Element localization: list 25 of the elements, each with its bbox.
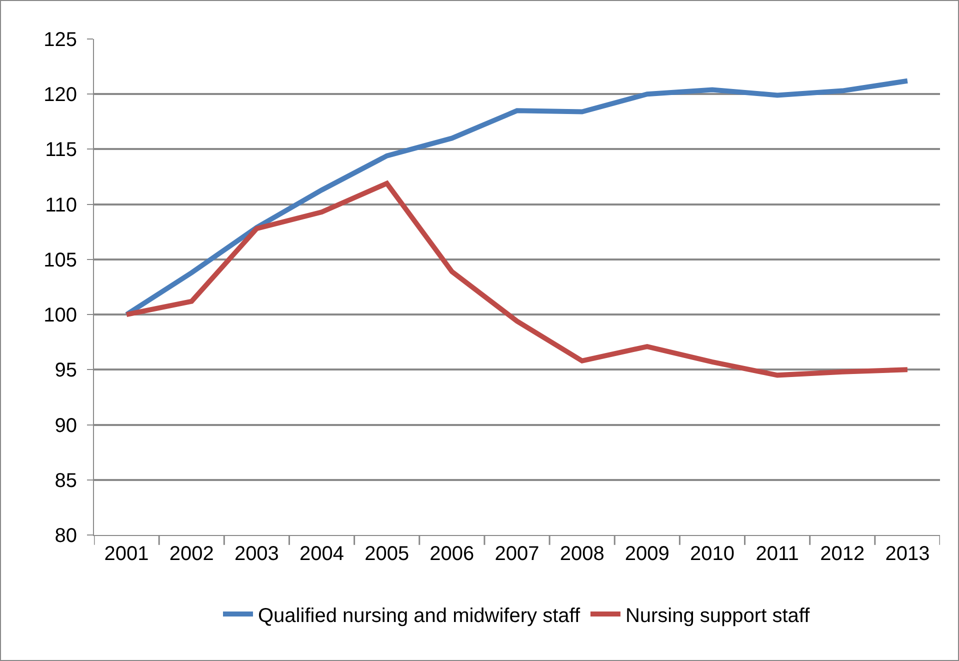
x-tick-label: 2005 xyxy=(364,543,410,565)
x-tick-label: 2002 xyxy=(169,543,214,565)
y-tick-label: 80 xyxy=(54,525,77,547)
legend-label: Nursing support staff xyxy=(625,604,810,627)
y-tick-label: 125 xyxy=(44,29,77,51)
x-tick-label: 2012 xyxy=(820,543,865,565)
x-tick-label: 2001 xyxy=(104,543,149,565)
y-tick-label: 100 xyxy=(44,304,77,327)
y-tick-label: 115 xyxy=(45,139,77,162)
x-tick-label: 2007 xyxy=(494,543,540,565)
x-tick-label: 2010 xyxy=(690,543,734,565)
y-tick-label: 105 xyxy=(44,249,77,272)
x-tick-label: 2004 xyxy=(300,543,344,565)
x-tick-label: 2009 xyxy=(624,543,670,565)
x-tick-label: 2013 xyxy=(885,543,930,565)
x-tick-label: 2008 xyxy=(560,543,604,565)
y-tick-label: 120 xyxy=(44,84,77,106)
y-tick-label: 90 xyxy=(54,414,77,437)
x-tick-label: 2011 xyxy=(756,543,799,565)
legend-label: Qualified nursing and midwifery staff xyxy=(258,604,580,627)
x-tick-label: 2006 xyxy=(430,543,474,565)
y-tick-label: 95 xyxy=(54,360,77,382)
y-tick-label: 110 xyxy=(45,194,77,216)
x-tick-label: 2003 xyxy=(234,543,279,565)
y-tick-label: 85 xyxy=(54,470,77,492)
